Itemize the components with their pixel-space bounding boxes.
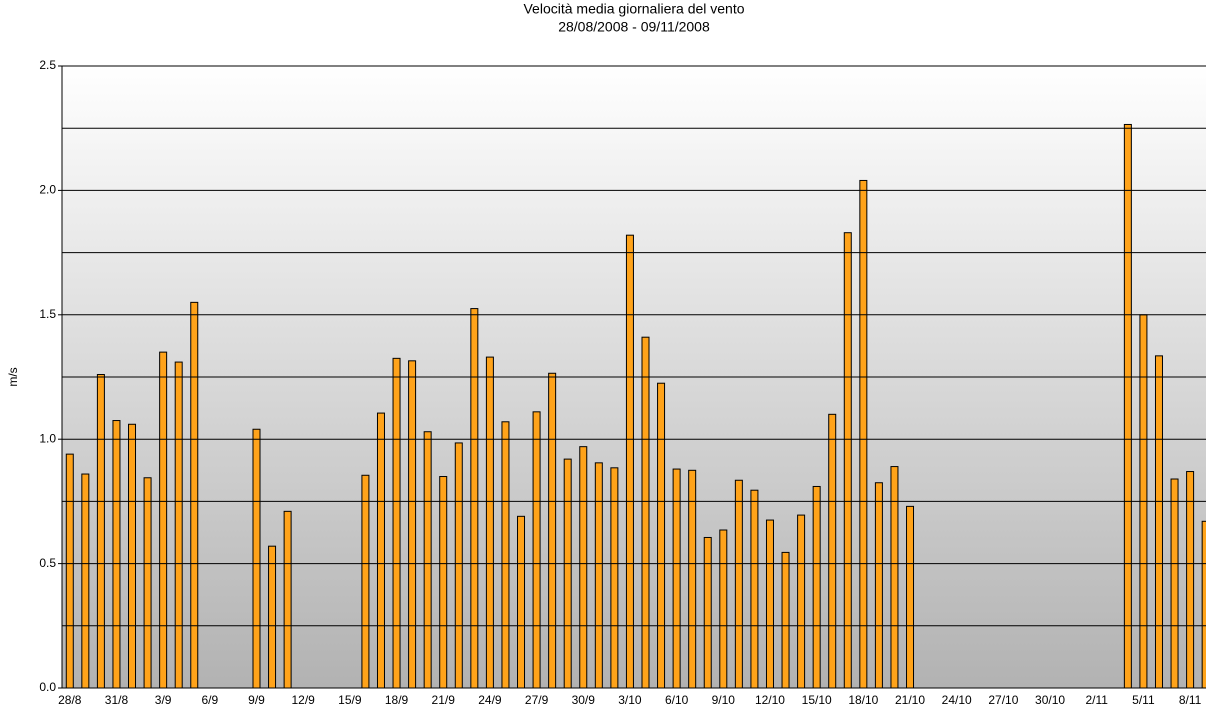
x-tick-label: 24/9	[478, 693, 502, 707]
x-tick-label: 6/9	[201, 693, 218, 707]
bar	[1123, 123, 1132, 689]
bar	[81, 473, 90, 689]
x-tick-label: 12/10	[755, 693, 785, 707]
x-tick-label: 15/9	[338, 693, 362, 707]
x-tick-label: 6/10	[665, 693, 689, 707]
bar	[532, 411, 541, 689]
x-tick-label: 30/10	[1035, 693, 1065, 707]
x-tick-label: 15/10	[802, 693, 832, 707]
x-tick-label: 5/11	[1132, 693, 1155, 707]
x-tick-label: 18/9	[385, 693, 409, 707]
bar	[828, 413, 837, 689]
bar	[1186, 471, 1195, 689]
chart-subtitle: 28/08/2008 - 09/11/2008	[558, 19, 710, 35]
bar	[112, 420, 121, 689]
bar	[579, 446, 588, 689]
bar	[734, 479, 743, 689]
bar	[174, 361, 183, 689]
bar	[906, 505, 915, 689]
bar	[874, 482, 883, 689]
bar	[252, 428, 261, 689]
x-tick-label: 30/9	[572, 693, 596, 707]
bar	[408, 360, 417, 689]
bar	[563, 458, 572, 689]
bar	[361, 474, 370, 689]
x-tick-label: 21/10	[895, 693, 925, 707]
bar	[96, 374, 105, 689]
bar	[283, 510, 292, 689]
bar	[688, 469, 697, 689]
bar	[890, 466, 899, 689]
bar	[610, 467, 619, 689]
bar	[392, 357, 401, 689]
bar	[501, 421, 510, 689]
chart-title: Velocità media giornaliera del vento	[523, 1, 744, 17]
bar	[1154, 355, 1163, 689]
x-tick-label: 31/8	[105, 693, 129, 707]
bar	[594, 462, 603, 689]
bar	[781, 551, 790, 689]
bar	[719, 529, 728, 689]
x-tick-label: 9/10	[712, 693, 736, 707]
bar	[376, 412, 385, 689]
bar	[548, 372, 557, 689]
y-tick-label: 0.0	[39, 680, 56, 694]
bar	[143, 477, 152, 689]
bar	[517, 515, 526, 689]
bar	[454, 442, 463, 689]
y-tick-label: 2.0	[39, 183, 56, 197]
x-tick-label: 28/8	[58, 693, 82, 707]
bar	[128, 423, 137, 689]
bar	[657, 382, 666, 689]
x-tick-label: 9/9	[248, 693, 265, 707]
bar	[439, 476, 448, 689]
x-tick-label: 8/11	[1179, 693, 1202, 707]
bar	[843, 232, 852, 689]
x-tick-label: 3/10	[618, 693, 642, 707]
bar	[641, 336, 650, 689]
bar	[765, 519, 774, 689]
x-tick-label: 2/11	[1086, 693, 1109, 707]
bar	[703, 536, 712, 689]
y-tick-label: 0.5	[39, 556, 56, 570]
x-tick-label: 3/9	[155, 693, 172, 707]
bar	[1170, 478, 1179, 689]
x-tick-label: 24/10	[942, 693, 972, 707]
x-tick-label: 27/9	[525, 693, 549, 707]
x-tick-label: 27/10	[988, 693, 1018, 707]
bar	[750, 489, 759, 689]
bar	[485, 356, 494, 689]
bar	[65, 453, 74, 689]
bar	[190, 301, 199, 689]
bar	[859, 179, 868, 689]
bar	[797, 514, 806, 689]
y-axis-label: m/s	[6, 367, 20, 386]
x-tick-label: 18/10	[848, 693, 878, 707]
bar	[625, 234, 634, 689]
bar	[812, 485, 821, 689]
bar	[268, 545, 277, 689]
bar	[159, 351, 168, 689]
x-tick-label: 21/9	[432, 693, 456, 707]
bar	[470, 308, 479, 689]
y-tick-label: 2.5	[39, 58, 56, 72]
bar	[1201, 520, 1206, 689]
x-tick-label: 12/9	[292, 693, 316, 707]
y-tick-label: 1.0	[39, 431, 56, 445]
bar	[423, 431, 432, 689]
y-tick-label: 1.5	[39, 307, 56, 321]
